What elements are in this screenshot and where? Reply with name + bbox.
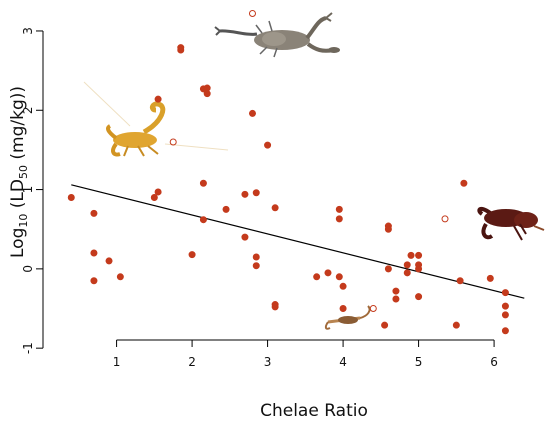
data-point	[403, 269, 411, 277]
x-tick-label: 6	[490, 355, 498, 369]
y-axis-title-sub2: 50	[17, 165, 30, 179]
y-axis-title-suffix: (mg/kg))	[8, 86, 28, 165]
data-point	[501, 289, 509, 297]
y-axis-title-mid: (LD	[8, 179, 28, 214]
data-point	[222, 205, 230, 213]
data-point-open	[441, 215, 449, 223]
data-point	[203, 84, 211, 92]
data-point	[335, 205, 343, 213]
data-point	[392, 295, 400, 303]
y-axis-title-prefix: Log	[8, 228, 28, 258]
y-axis-title-sub1: 10	[17, 214, 30, 228]
data-point	[324, 269, 332, 277]
data-point	[154, 95, 162, 103]
data-point	[252, 189, 260, 197]
x-tick-label: 5	[415, 355, 423, 369]
data-points	[67, 10, 509, 335]
data-point	[381, 321, 389, 329]
data-point-open	[248, 10, 256, 18]
trendline	[71, 184, 525, 299]
data-point-open	[169, 138, 177, 146]
y-tick-label: 0	[21, 265, 35, 273]
data-point-open	[369, 305, 377, 313]
data-point	[241, 233, 249, 241]
data-point	[501, 302, 509, 310]
x-tick-label: 3	[264, 355, 272, 369]
data-point	[415, 293, 423, 301]
data-point	[486, 274, 494, 282]
data-point	[105, 257, 113, 265]
data-point	[452, 321, 460, 329]
trendline-layer	[71, 184, 525, 299]
scorpion-illustrations	[83, 12, 545, 330]
data-point	[271, 204, 279, 212]
data-point	[90, 277, 98, 285]
data-point	[501, 327, 509, 335]
y-tick-label: 3	[21, 27, 35, 35]
data-point	[501, 311, 509, 319]
scorpion-dark-red-icon	[477, 207, 545, 241]
data-point	[199, 179, 207, 187]
data-point	[67, 193, 75, 201]
data-point	[403, 261, 411, 269]
data-point	[199, 216, 207, 224]
data-point	[154, 188, 162, 196]
data-point	[415, 265, 423, 273]
scorpion-small-brown-icon	[324, 305, 371, 330]
data-point	[252, 253, 260, 261]
data-point	[407, 251, 415, 259]
x-tick-label: 2	[188, 355, 196, 369]
data-point	[252, 262, 260, 270]
x-tick-label: 4	[339, 355, 347, 369]
data-point	[271, 303, 279, 311]
data-point	[241, 190, 249, 198]
data-point	[339, 305, 347, 313]
y-tick-label: 2	[21, 106, 35, 114]
scorpion-yellow-icon	[83, 81, 229, 157]
data-point	[335, 273, 343, 281]
x-tick-label: 1	[113, 355, 121, 369]
data-point	[177, 44, 185, 52]
data-point	[392, 287, 400, 295]
y-axis-title: Log10 (LD50 (mg/kg))	[8, 86, 30, 258]
data-point	[335, 215, 343, 223]
data-point	[339, 282, 347, 290]
data-point	[116, 273, 124, 281]
data-point	[248, 109, 256, 117]
data-point	[415, 251, 423, 259]
data-point	[456, 277, 464, 285]
y-tick-label: -1	[21, 342, 35, 354]
data-point	[188, 251, 196, 259]
data-point	[384, 265, 392, 273]
scorpion-gray-icon	[214, 12, 340, 58]
data-point	[90, 209, 98, 217]
axes: 1 2 3 4 5 6 -1 0 1 2 3	[21, 27, 498, 369]
data-point	[384, 225, 392, 233]
y-tick-label: 1	[21, 186, 35, 194]
data-point	[150, 193, 158, 201]
data-point	[90, 249, 98, 257]
data-point	[313, 273, 321, 281]
data-point	[460, 179, 468, 187]
x-axis-title: Chelae Ratio	[260, 401, 368, 421]
data-point	[264, 141, 272, 149]
